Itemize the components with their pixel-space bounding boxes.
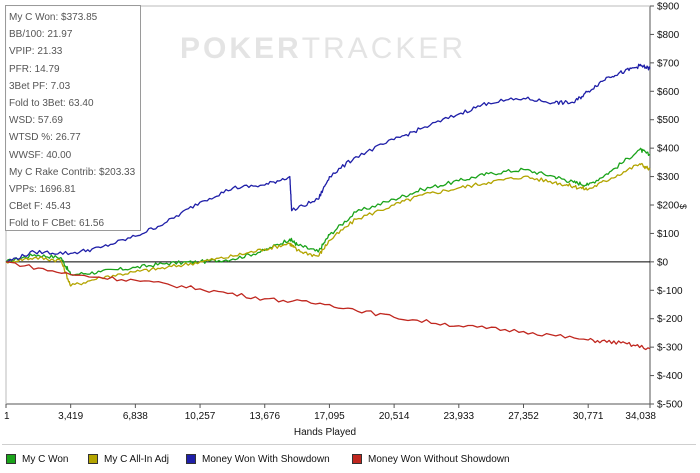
x-tick-label: 30,771 — [573, 411, 604, 422]
legend-item-money-won-without-showdown[interactable]: Money Won Without Showdown — [352, 452, 510, 466]
stat-line: 3Bet PF: 7.03 — [9, 80, 71, 92]
stat-line: My C Won: $373.85 — [9, 12, 98, 23]
y-tick-label: $-100 — [657, 286, 683, 297]
legend-item-my-c-all-in-adj[interactable]: My C All-In Adj — [88, 452, 169, 466]
stat-line: PFR: 14.79 — [9, 63, 60, 75]
y-tick-label: $300 — [657, 172, 680, 183]
legend-swatch — [88, 454, 98, 464]
y-tick-label: $700 — [657, 58, 680, 69]
legend-swatch — [6, 454, 16, 464]
watermark-part2: TRACKER — [301, 32, 467, 65]
legend-item-money-won-with-showdown[interactable]: Money Won With Showdown — [186, 452, 330, 466]
x-axis-title: Hands Played — [293, 427, 357, 438]
legend-swatch — [352, 454, 362, 464]
y-tick-label: $0 — [657, 257, 669, 268]
x-tick-label: 3,419 — [58, 411, 83, 422]
y-axis-title: $ — [678, 204, 688, 210]
y-tick-label: $-200 — [657, 314, 683, 325]
stat-line: My C Rake Contrib: $203.33 — [9, 166, 136, 178]
series-line-money-won-with-showdown — [5, 63, 651, 263]
x-tick-label: 23,933 — [444, 411, 475, 422]
y-tick-label: $800 — [657, 30, 680, 41]
x-tick-label: 20,514 — [379, 411, 410, 422]
x-tick-label: 34,038 — [625, 411, 656, 422]
x-tick-label: 10,257 — [185, 411, 216, 422]
y-tick-label: $400 — [657, 144, 680, 155]
x-tick-label: 17,095 — [314, 411, 345, 422]
stat-line: Fold to F CBet: 61.56 — [9, 218, 105, 230]
x-tick-label: 1 — [4, 411, 10, 422]
legend-swatch — [186, 454, 196, 464]
series-line-my-c-all-in-adj — [5, 162, 651, 287]
legend-label: My C All-In Adj — [104, 453, 170, 465]
stat-line: VPIP: 21.33 — [9, 46, 63, 58]
legend-label: My C Won — [22, 453, 69, 465]
pokertracker-watermark: POKERTRACKER — [180, 32, 466, 66]
x-tick-label: 27,352 — [508, 411, 539, 422]
watermark-part1: POKER — [180, 32, 302, 65]
y-tick-label: $900 — [657, 2, 680, 13]
y-tick-label: $200 — [657, 201, 680, 212]
legend: My C Won My C All-In Adj Money Won With … — [2, 444, 696, 471]
legend-label: Money Won Without Showdown — [368, 453, 510, 465]
y-tick-label: $-500 — [657, 400, 683, 411]
stat-line: WWSF: 40.00 — [9, 149, 72, 161]
x-tick-label: 13,676 — [249, 411, 280, 422]
stat-line: Fold to 3Bet: 63.40 — [9, 97, 94, 109]
stats-panel: My C Won: $373.85 BB/100: 21.97 VPIP: 21… — [5, 5, 141, 231]
y-tick-label: $-300 — [657, 343, 683, 354]
series-line-money-won-without-showdown — [5, 261, 651, 351]
stat-line: BB/100: 21.97 — [9, 29, 73, 41]
legend-item-my-c-won[interactable]: My C Won — [6, 452, 69, 466]
stat-line: WSD: 57.69 — [9, 115, 63, 127]
stat-line: VPPs: 1696.81 — [9, 183, 76, 195]
series-line-my-c-won — [5, 147, 651, 276]
y-tick-label: $500 — [657, 115, 680, 126]
y-tick-label: $600 — [657, 87, 680, 98]
stat-line: CBet F: 45.43 — [9, 201, 71, 213]
y-tick-label: $100 — [657, 229, 680, 240]
x-tick-label: 6,838 — [123, 411, 148, 422]
stat-line: WTSD %: 26.77 — [9, 132, 81, 144]
legend-label: Money Won With Showdown — [202, 453, 330, 465]
y-tick-label: $-400 — [657, 371, 683, 382]
